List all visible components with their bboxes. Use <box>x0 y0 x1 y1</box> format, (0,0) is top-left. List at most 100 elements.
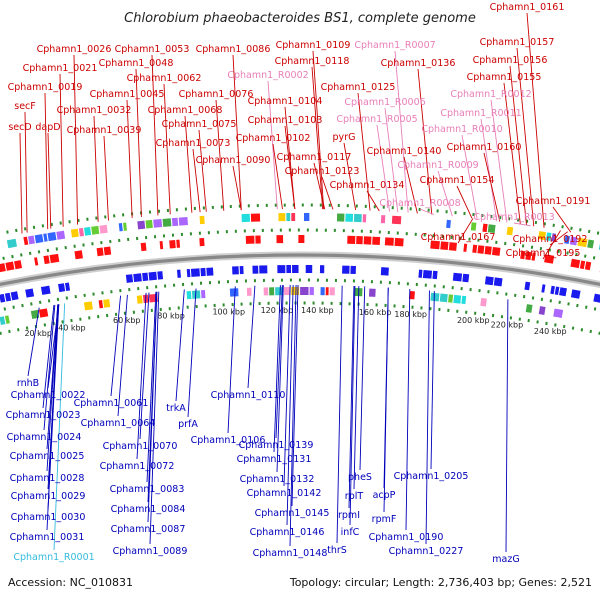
top-gene-label: Cphamn1_0073 <box>156 138 231 149</box>
top-gene-label: Cphamn1_0090 <box>196 155 271 166</box>
bottom-gene-label: Cphamn1_0142 <box>247 488 322 499</box>
bottom-gene-label: Cphamn1_0227 <box>389 546 464 557</box>
bottom-gene-label: Cphamn1_0145 <box>255 508 330 519</box>
gene-labels: Cphamn1_0161 Cphamn1_0026 Cphamn1_0053 Cpha… <box>6 2 591 565</box>
feature-forward-arrow-1-9 <box>96 247 104 257</box>
feature-forward-arrow-1-38 <box>448 242 457 251</box>
bottom-leader-line <box>27 307 40 377</box>
feature-reverse-colored-3-38 <box>430 292 440 302</box>
feature-forward-colored-0-15 <box>91 225 100 235</box>
top-leader-line <box>163 83 171 215</box>
bottom-gene-label: Cphamn1_0023 <box>6 410 81 421</box>
feature-forward-colored-0-5 <box>23 236 29 246</box>
tick-label: 40 kbp <box>58 324 86 333</box>
top-gene-label: Cphamn1_R0013 <box>473 212 554 223</box>
bottom-leader-line <box>359 286 366 471</box>
top-gene-label: Cphamn1_0195 <box>506 248 581 259</box>
feature-reverse-colored-3-3 <box>30 309 40 320</box>
label-leader-lines <box>19 12 572 553</box>
bottom-gene-label: Cphamn1_0087 <box>111 524 186 535</box>
top-leader-line <box>44 92 49 230</box>
feature-reverse-colored-3-7 <box>83 301 93 311</box>
top-gene-label: Cphamn1_0154 <box>420 175 495 186</box>
top-gene-label: Cphamn1_0103 <box>248 115 323 126</box>
feature-forward-arrow-1-43 <box>477 245 485 254</box>
top-leader-line <box>151 54 159 216</box>
feature-forward-arrow-1-6 <box>49 253 60 264</box>
feature-reverse-arrow-2-43 <box>422 269 433 279</box>
feature-reverse-colored-3-10 <box>103 299 111 308</box>
feature-forward-colored-0-22 <box>162 218 172 227</box>
top-gene-label: Cphamn1_0140 <box>367 146 442 157</box>
top-gene-label: Cphamn1_0136 <box>381 58 456 69</box>
bottom-leader-line <box>136 292 147 460</box>
bottom-gene-label: Cphamn1_0146 <box>250 527 325 538</box>
top-gene-label: Cphamn1_0191 <box>516 196 591 207</box>
feature-reverse-colored-3-39 <box>439 293 448 303</box>
top-gene-label: Cphamn1_0019 <box>8 82 83 93</box>
feature-reverse-arrow-2-14 <box>142 272 149 282</box>
bottom-leader-line <box>286 285 294 526</box>
feature-forward-colored-0-6 <box>28 235 35 245</box>
bottom-gene-label: Cphamn1_0028 <box>10 473 85 484</box>
bottom-leader-line <box>117 294 128 417</box>
feature-tracks <box>0 213 600 326</box>
feature-forward-colored-0-56 <box>564 235 570 245</box>
feature-forward-arrow-1-44 <box>484 246 492 255</box>
feature-forward-colored-0-51 <box>506 226 514 236</box>
top-leader-line <box>232 54 242 211</box>
top-leader-line <box>126 99 133 218</box>
feature-forward-arrow-1-13 <box>140 242 147 252</box>
feature-reverse-arrow-2-49 <box>493 277 503 287</box>
bottom-leader-line <box>46 304 59 531</box>
feature-forward-colored-0-59 <box>587 239 595 249</box>
top-gene-label: Cphamn1_0156 <box>473 55 548 66</box>
top-leader-line <box>552 206 572 233</box>
feature-reverse-arrow-2-46 <box>462 273 470 283</box>
bottom-leader-line <box>430 290 435 470</box>
top-gene-label: Cphamn1_0045 <box>90 89 165 100</box>
backbone <box>0 203 600 335</box>
feature-reverse-arrow-2-51 <box>524 281 531 291</box>
top-leader-line <box>73 54 79 225</box>
bottom-leader-line <box>276 285 284 473</box>
feature-reverse-colored-3-0 <box>0 316 6 326</box>
guide-ring-1 <box>0 228 600 261</box>
bottom-gene-label: Cphamn1_R0001 <box>13 552 94 563</box>
top-leader-line <box>457 218 474 244</box>
feature-forward-colored-0-19 <box>137 220 146 230</box>
feature-reverse-colored-3-41 <box>453 294 462 304</box>
top-leader-line <box>483 152 501 222</box>
bottom-gene-label: Cphamn1_0084 <box>111 504 186 515</box>
bottom-gene-label: rpmF <box>372 514 397 525</box>
top-leader-line <box>384 107 399 213</box>
top-gene-label: Cphamn1_0032 <box>57 105 132 116</box>
top-leader-line <box>184 115 193 213</box>
top-leader-line <box>419 208 435 216</box>
feature-forward-colored-0-13 <box>78 227 85 237</box>
feature-reverse-arrow-2-6 <box>40 285 51 295</box>
feature-reverse-colored-3-49 <box>538 306 546 315</box>
bottom-gene-label: Cphamn1_0030 <box>11 512 86 523</box>
bottom-leader-line <box>275 285 283 439</box>
feature-forward-colored-0-8 <box>43 233 48 242</box>
tick-label: 140 kbp <box>301 306 334 315</box>
top-gene-label: Cphamn1_R0007 <box>354 40 435 51</box>
top-leader-line <box>394 50 409 213</box>
top-leader-line <box>19 132 23 234</box>
top-leader-line <box>103 135 109 221</box>
top-gene-label: pyrG <box>333 132 356 143</box>
top-gene-label: secF <box>14 101 35 112</box>
feature-forward-colored-0-16 <box>99 224 108 234</box>
bottom-leader-line <box>349 285 356 526</box>
top-gene-label: Cphamn1_0192 <box>513 234 588 245</box>
feature-reverse-arrow-2-45 <box>452 272 463 282</box>
guide-ring-0 <box>0 203 600 236</box>
top-leader-line <box>311 66 324 210</box>
feature-reverse-arrow-2-55 <box>554 286 560 295</box>
feature-forward-colored-0-20 <box>145 219 153 229</box>
feature-forward-arrow-1-46 <box>520 250 526 260</box>
feature-forward-arrow-1-49 <box>544 254 555 264</box>
top-gene-label: Cphamn1_0104 <box>248 96 323 107</box>
feature-reverse-arrow-2-2 <box>4 292 12 302</box>
